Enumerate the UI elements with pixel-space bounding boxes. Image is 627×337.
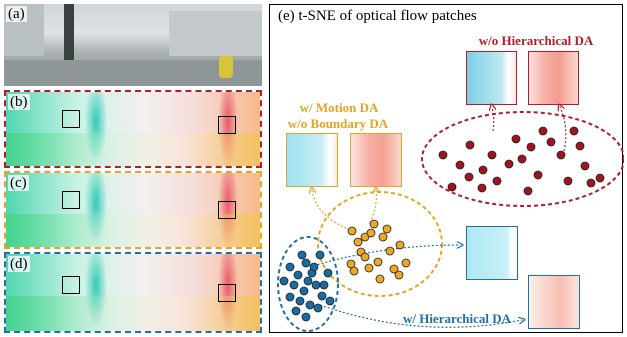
point-blue xyxy=(301,258,311,268)
point-red xyxy=(526,142,536,152)
point-red xyxy=(492,176,502,186)
point-red xyxy=(478,165,488,175)
point-blue xyxy=(285,292,295,302)
point-orange xyxy=(360,252,370,262)
point-orange xyxy=(347,226,357,236)
point-blue xyxy=(311,280,321,290)
point-blue xyxy=(305,300,315,310)
pole xyxy=(64,4,74,86)
patch-box-d1 xyxy=(62,276,80,294)
point-orange xyxy=(395,240,405,250)
tsne-panel: (e) t-SNE of optical flow patches w/o Hi… xyxy=(269,4,624,333)
point-blue xyxy=(319,280,329,290)
point-blue xyxy=(291,306,301,316)
tsne-title: (e) t-SNE of optical flow patches xyxy=(278,8,477,24)
annotation-orange-1: w/ Motion DA xyxy=(299,100,379,115)
point-red xyxy=(487,150,497,160)
flow-panel-b: (b) xyxy=(4,90,262,168)
point-red xyxy=(563,176,573,186)
flow-map-b-lower xyxy=(6,132,260,166)
patch-box-d2 xyxy=(218,284,236,302)
point-red xyxy=(595,173,605,183)
point-red xyxy=(556,150,566,160)
point-orange xyxy=(360,232,370,242)
annotation-orange-2: w/o Boundary DA xyxy=(287,116,389,131)
patch-blue-1 xyxy=(466,226,518,280)
cluster-blue-ellipse xyxy=(277,236,339,332)
point-red xyxy=(586,178,596,188)
point-orange xyxy=(364,263,374,273)
patch-blue-2 xyxy=(528,275,580,329)
point-blue xyxy=(279,276,289,286)
point-blue xyxy=(323,268,333,278)
point-red xyxy=(523,186,533,196)
tsne-scatter xyxy=(277,5,624,332)
point-blue xyxy=(313,303,323,313)
flow-map-d-lower xyxy=(6,296,260,331)
label-b: (b) xyxy=(8,94,30,110)
point-red xyxy=(533,170,543,180)
patch-box-c1 xyxy=(62,191,80,209)
point-blue xyxy=(317,291,327,301)
cluster-red-ellipse xyxy=(421,111,624,207)
point-blue xyxy=(285,262,295,272)
point-orange xyxy=(369,219,379,229)
point-red xyxy=(517,154,527,164)
point-blue xyxy=(297,250,307,260)
point-orange xyxy=(394,270,404,280)
point-red xyxy=(504,159,514,169)
point-blue xyxy=(299,286,309,296)
point-orange xyxy=(382,224,392,234)
annotation-blue: w/ Hierarchical DA xyxy=(402,311,512,326)
point-orange xyxy=(401,258,411,268)
point-red xyxy=(438,150,448,160)
point-blue xyxy=(289,280,299,290)
point-orange xyxy=(349,266,359,276)
point-orange xyxy=(375,274,385,284)
patch-orange-1 xyxy=(286,133,338,187)
flow-map-c-lower xyxy=(6,213,260,247)
point-orange xyxy=(373,257,383,267)
label-c: (c) xyxy=(8,175,29,191)
point-orange xyxy=(389,264,399,274)
point-orange xyxy=(385,246,395,256)
point-red xyxy=(447,182,457,192)
label-a: (a) xyxy=(6,6,27,22)
hydrant xyxy=(219,56,233,78)
point-red xyxy=(464,172,474,182)
flow-panel-c: (c) xyxy=(4,171,262,249)
patch-box-c2 xyxy=(218,201,236,219)
point-red xyxy=(511,134,521,144)
point-blue xyxy=(325,296,335,306)
patch-red-2 xyxy=(528,51,579,105)
point-red xyxy=(569,126,579,136)
building-right xyxy=(169,11,262,56)
point-blue xyxy=(309,262,319,272)
point-blue xyxy=(293,270,303,280)
point-red xyxy=(575,141,585,151)
street-photo: (a) xyxy=(4,4,262,86)
label-d: (d) xyxy=(8,256,30,272)
patch-box-b1 xyxy=(62,110,80,128)
patch-orange-2 xyxy=(350,133,402,187)
point-blue xyxy=(295,296,305,306)
point-orange xyxy=(353,237,363,247)
point-orange xyxy=(366,228,376,238)
patch-box-b2 xyxy=(218,116,236,134)
flow-panel-d: (d) xyxy=(4,252,262,333)
point-blue xyxy=(303,276,313,286)
point-red xyxy=(546,137,556,147)
point-orange xyxy=(378,232,388,242)
point-red xyxy=(477,183,487,193)
point-red xyxy=(538,126,548,136)
annotation-red: w/o Hierarchical DA xyxy=(478,33,594,48)
point-blue xyxy=(315,250,325,260)
point-red xyxy=(465,140,475,150)
point-red xyxy=(580,161,590,171)
point-blue xyxy=(301,312,311,322)
point-red xyxy=(455,160,465,170)
